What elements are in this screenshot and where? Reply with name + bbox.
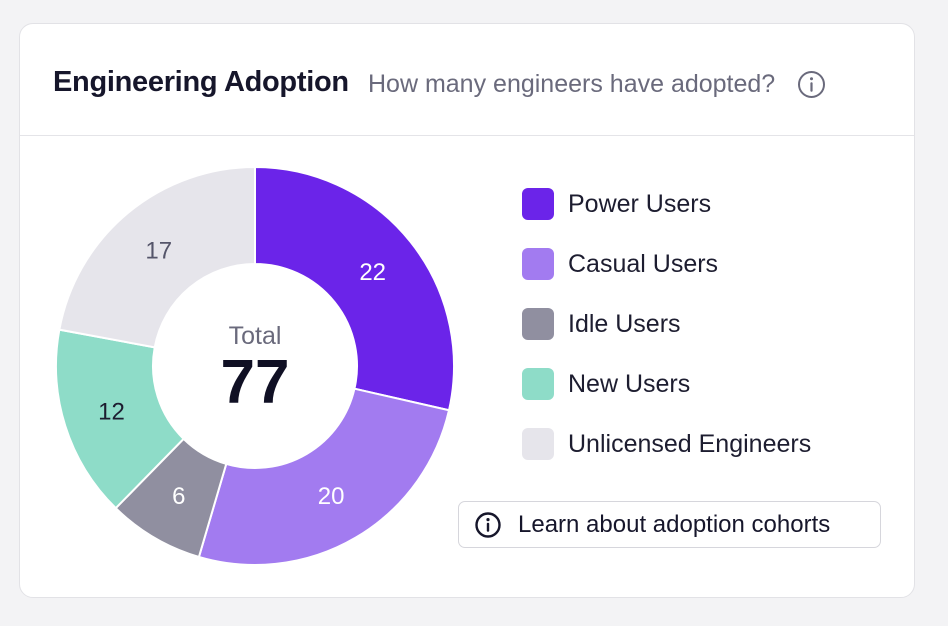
donut-center-total: 77 bbox=[221, 348, 290, 417]
legend-label: Idle Users bbox=[568, 310, 681, 338]
card-header: Engineering Adoption How many engineers … bbox=[20, 24, 914, 136]
donut-slice-power-users[interactable] bbox=[254, 165, 455, 412]
legend-swatch bbox=[522, 428, 554, 460]
legend-item-new-users: New Users bbox=[522, 368, 811, 428]
slice-value-label-power-users: 22 bbox=[359, 259, 386, 286]
legend-swatch bbox=[522, 368, 554, 400]
donut-center-label: Total bbox=[229, 322, 282, 350]
legend-item-casual-users: Casual Users bbox=[522, 248, 811, 308]
slice-value-label-unlicensed-engineers: 17 bbox=[145, 237, 172, 264]
adoption-card: Engineering Adoption How many engineers … bbox=[19, 23, 915, 598]
donut-slice-unlicensed-engineers[interactable] bbox=[58, 165, 256, 349]
legend-swatch bbox=[522, 188, 554, 220]
donut-slice-new-users[interactable] bbox=[55, 328, 186, 510]
info-circle-icon[interactable] bbox=[797, 70, 826, 99]
legend-swatch bbox=[522, 308, 554, 340]
donut-slices bbox=[55, 165, 455, 566]
learn-button-label: Learn about adoption cohorts bbox=[518, 510, 831, 538]
legend-item-idle-users: Idle Users bbox=[522, 308, 811, 368]
adoption-donut-chart: 22 20 6 12 17 Total 77 bbox=[55, 165, 455, 566]
chart-legend: Power Users Casual Users Idle Users New … bbox=[522, 188, 811, 488]
info-circle-icon bbox=[475, 511, 501, 538]
card-subtitle: How many engineers have adopted? bbox=[368, 70, 776, 98]
slice-value-label-new-users: 12 bbox=[98, 398, 125, 425]
legend-label: Casual Users bbox=[568, 250, 719, 278]
legend-label: Unlicensed Engineers bbox=[568, 430, 812, 458]
legend-item-power-users: Power Users bbox=[522, 188, 811, 248]
donut-slice-labels: 22 20 6 12 17 bbox=[98, 237, 386, 510]
legend-label: New Users bbox=[568, 370, 691, 398]
learn-adoption-cohorts-button[interactable]: Learn about adoption cohorts bbox=[458, 501, 881, 548]
legend-item-unlicensed-engineers: Unlicensed Engineers bbox=[522, 428, 811, 488]
slice-value-label-idle-users: 6 bbox=[172, 483, 185, 510]
slice-value-label-casual-users: 20 bbox=[318, 483, 345, 510]
donut-slice-casual-users[interactable] bbox=[197, 387, 451, 566]
card-title: Engineering Adoption bbox=[53, 66, 349, 98]
legend-swatch bbox=[522, 248, 554, 280]
legend-label: Power Users bbox=[568, 190, 712, 218]
